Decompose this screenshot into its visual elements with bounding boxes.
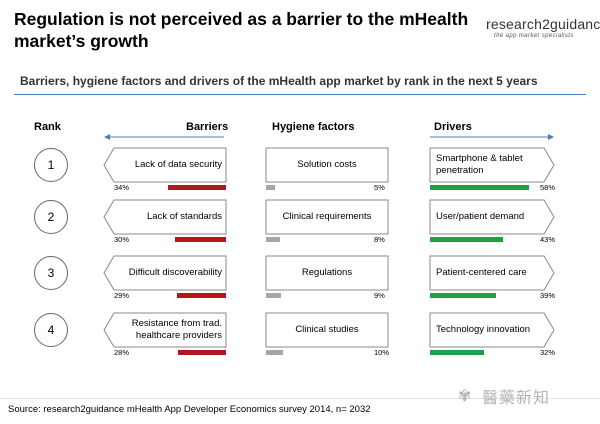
- hygiene-value: 5%: [374, 183, 385, 192]
- hygiene-bar: [266, 350, 283, 355]
- driver-bar: [430, 237, 504, 242]
- driver-value: 39%: [540, 291, 556, 300]
- driver-bar: [430, 293, 497, 298]
- logo-tagline: the app market specialists: [494, 33, 574, 39]
- driver-label: Technology innovation: [436, 324, 531, 335]
- barrier-value: 30%: [114, 235, 130, 244]
- hygiene-box: [265, 199, 389, 235]
- rank-header: Rank: [34, 121, 61, 133]
- hygiene-box: [265, 147, 389, 183]
- hygiene-bar: [266, 185, 275, 190]
- footer-divider: [0, 398, 600, 399]
- driver-label: Smartphone & tablet penetration: [436, 153, 523, 176]
- source-note: Source: research2guidance mHealth App De…: [8, 404, 371, 415]
- watermark: 醫藥新知: [482, 390, 551, 407]
- hygiene-label: Regulations: [301, 267, 353, 278]
- barrier-box: [103, 255, 227, 291]
- chart-title: Barriers, hygiene factors and drivers of…: [20, 74, 538, 88]
- hygiene-bar: [266, 237, 280, 242]
- barriers-arrowhead: [104, 134, 110, 140]
- rank-circle: 3: [34, 256, 68, 290]
- hygiene-label: Clinical studies: [295, 324, 359, 335]
- barrier-value: 34%: [114, 183, 130, 192]
- barrier-value: 28%: [114, 348, 130, 357]
- barriers-header: Barriers: [186, 121, 229, 133]
- barrier-value: 29%: [114, 291, 130, 300]
- driver-value: 43%: [540, 235, 556, 244]
- hygiene-header: Hygiene factors: [272, 121, 355, 133]
- hygiene-value: 9%: [374, 291, 385, 300]
- barrier-bar: [178, 350, 226, 355]
- barrier-bar: [175, 237, 226, 242]
- rank-circle: 4: [34, 313, 68, 347]
- drivers-arrowhead: [548, 134, 554, 140]
- barrier-box: [103, 147, 227, 183]
- hygiene-bar: [266, 293, 282, 298]
- hygiene-box: [265, 312, 389, 348]
- barrier-label: Lack of data security: [134, 159, 222, 170]
- driver-box: [429, 255, 555, 291]
- logo-name: research2guidance: [486, 16, 600, 32]
- driver-box: [429, 312, 555, 348]
- driver-box: [429, 199, 555, 235]
- driver-box: [429, 147, 555, 183]
- page-title: Regulation is not perceived as a barrier…: [14, 9, 469, 51]
- rank-circle: 2: [34, 200, 68, 234]
- barrier-bar: [176, 293, 226, 298]
- drivers-header: Drivers: [434, 121, 472, 133]
- title-divider: [14, 94, 586, 95]
- hygiene-label: Solution costs: [297, 159, 357, 170]
- hygiene-box: [265, 255, 389, 291]
- driver-value: 58%: [540, 183, 556, 192]
- barrier-box: [103, 199, 227, 235]
- hygiene-value: 10%: [374, 348, 390, 357]
- driver-label: Patient-centered care: [436, 267, 527, 278]
- hygiene-label: Clinical requirements: [282, 211, 372, 222]
- hygiene-value: 8%: [374, 235, 385, 244]
- barrier-box: [103, 312, 227, 348]
- driver-label: User/patient demand: [436, 211, 525, 222]
- driver-value: 32%: [540, 348, 556, 357]
- driver-bar: [430, 350, 485, 355]
- barrier-label: Difficult discoverability: [128, 267, 222, 278]
- driver-bar: [430, 185, 529, 190]
- barrier-bar: [168, 185, 226, 190]
- wechat-icon: ✾: [458, 388, 472, 405]
- rank-circle: 1: [34, 148, 68, 182]
- barrier-label: Lack of standards: [147, 211, 222, 222]
- barrier-label: Resistance from trad. healthcare provide…: [131, 318, 222, 341]
